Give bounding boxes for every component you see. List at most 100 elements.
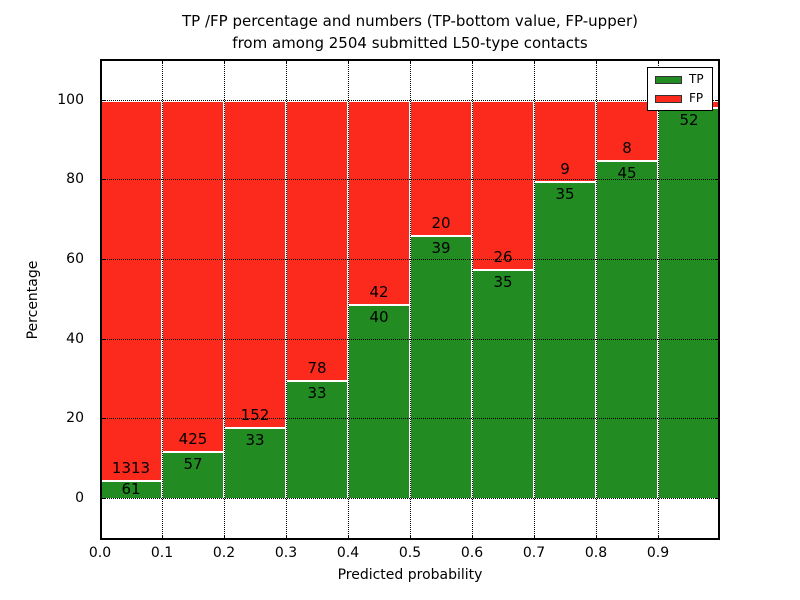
vertical-gridline [596, 59, 597, 540]
y-tick-left [100, 99, 105, 101]
tp-count-label: 61 [121, 480, 141, 498]
plot-area: 1313 61 425 57 152 33 78 33 42 40 20 39 26 35 9 35 8 45 52… [100, 59, 720, 540]
x-tick-label: 0.6 [460, 545, 484, 561]
x-tick-label: 0.7 [522, 545, 546, 561]
x-tick-top [472, 59, 473, 64]
y-tick-left [100, 418, 105, 420]
x-tick-labels: 0.0 0.1 0.2 0.3 0.4 0.5 0.6 0.7 0.8 0.9 [89, 545, 720, 563]
bar-tp-segment [472, 270, 534, 499]
x-tick-bottom [658, 535, 659, 540]
y-tick-label: 100 [57, 91, 84, 108]
vertical-gridline [410, 59, 411, 540]
x-tick-label: 0.0 [88, 545, 112, 561]
x-tick-bottom [286, 535, 287, 540]
legend-item-fp: FP [655, 92, 706, 105]
fp-count-label: 1313 [111, 459, 151, 478]
y-tick-label: 20 [66, 410, 84, 427]
x-tick-top [534, 59, 535, 64]
y-tick-right [715, 498, 720, 499]
y-tick-label: 60 [66, 250, 84, 267]
y-tick-label: 80 [66, 171, 84, 188]
x-axis-label: Predicted probability [337, 567, 483, 583]
fp-count-label: 20 [431, 213, 451, 232]
fp-count-label: 78 [307, 358, 327, 377]
y-tick-left [100, 338, 105, 340]
y-tick-left [100, 179, 105, 181]
vertical-gridline [286, 59, 287, 540]
bar-fp-segment [348, 100, 410, 305]
fp-count-label: 26 [493, 248, 513, 267]
bar-fp-segment [162, 100, 224, 452]
legend: TP FP [647, 67, 713, 111]
bar-fp-segment [224, 100, 286, 428]
y-tick-label: 0 [75, 490, 84, 506]
x-tick-label: 0.1 [150, 545, 174, 561]
x-tick-top [286, 59, 287, 64]
legend-label-tp: TP [689, 72, 704, 86]
y-tick-label: 40 [66, 330, 84, 347]
vertical-gridline [534, 59, 535, 540]
y-tick-right [715, 179, 720, 181]
x-tick-top [162, 59, 163, 64]
bar-tp-segment [410, 235, 472, 499]
x-tick-top [658, 59, 659, 64]
vertical-gridline [224, 59, 225, 540]
x-tick-label: 0.9 [646, 545, 670, 561]
x-tick-label: 0.8 [584, 545, 608, 561]
x-tick-bottom [348, 535, 349, 540]
legend-label-fp: FP [689, 91, 704, 105]
bar-fp-segment [100, 100, 162, 482]
bar-fp-segment [534, 100, 596, 182]
y-tick-right [715, 99, 720, 101]
x-tick-top [348, 59, 349, 64]
bar-fp-segment [472, 100, 534, 271]
y-tick-left [100, 498, 105, 499]
x-tick-label: 0.3 [274, 545, 298, 561]
bar-tp-segment [348, 304, 410, 499]
bar-tp-segment [596, 160, 658, 499]
y-tick-left [100, 258, 105, 260]
tp-count-label: 40 [369, 307, 389, 326]
y-tick-labels: 0 20 40 60 80 100 [0, 59, 92, 540]
tp-count-label: 33 [307, 383, 327, 402]
x-tick-top [596, 59, 597, 64]
y-tick-right [715, 338, 720, 340]
chart-title-line1: TP /FP percentage and numbers (TP-bottom… [182, 12, 638, 30]
tp-count-label: 35 [555, 185, 575, 203]
chart-title: TP /FP percentage and numbers (TP-bottom… [100, 10, 720, 54]
x-tick-bottom [596, 535, 597, 540]
y-tick-right [715, 418, 720, 420]
tp-count-label: 33 [245, 430, 265, 449]
legend-item-tp: TP [655, 73, 706, 86]
fp-count-label: 425 [178, 429, 208, 448]
vertical-gridline [348, 59, 349, 540]
vertical-gridline [658, 59, 659, 540]
x-tick-bottom [224, 535, 225, 540]
x-tick-bottom [162, 535, 163, 540]
bar-fp-segment [286, 100, 348, 381]
fp-color-swatch [655, 94, 682, 103]
vertical-gridline [472, 59, 473, 540]
x-tick-top [410, 59, 411, 64]
x-tick-bottom [534, 535, 535, 540]
x-tick-label: 0.5 [398, 545, 422, 561]
x-tick-top [224, 59, 225, 64]
x-tick-label: 0.4 [336, 545, 360, 561]
vertical-gridline [162, 59, 163, 540]
y-tick-right [715, 258, 720, 260]
fp-count-label: 42 [369, 282, 389, 301]
bar-tp-segment [534, 182, 596, 499]
fp-count-label: 9 [560, 160, 570, 178]
tp-color-swatch [655, 75, 682, 84]
tp-count-label: 52 [679, 111, 699, 130]
bar-tp-segment [658, 108, 720, 499]
tp-count-label: 45 [617, 163, 637, 182]
tp-count-label: 35 [493, 273, 513, 292]
fp-count-label: 8 [622, 138, 632, 157]
fp-count-label: 152 [240, 405, 270, 424]
tp-count-label: 57 [183, 454, 203, 473]
x-tick-label: 0.2 [212, 545, 236, 561]
tp-count-label: 39 [431, 238, 451, 257]
x-tick-bottom [410, 535, 411, 540]
